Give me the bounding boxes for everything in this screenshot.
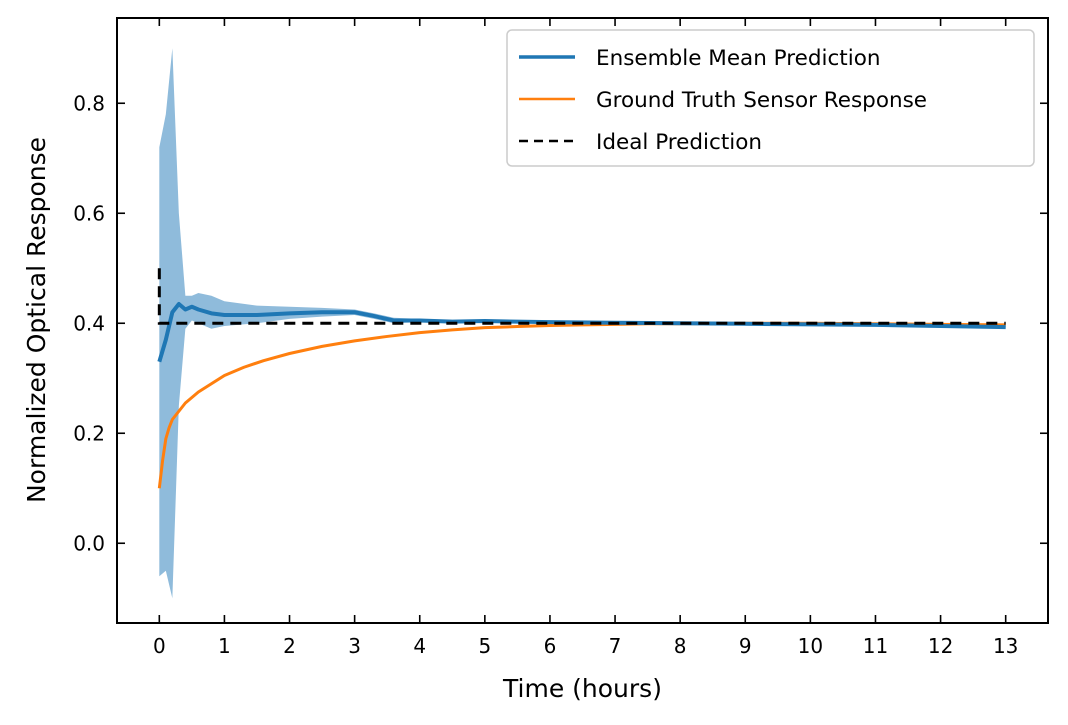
x-tick-label: 0 [153,634,166,658]
x-tick-label: 8 [674,634,687,658]
y-axis-label: Normalized Optical Response [22,137,51,503]
ideal-prediction-line [157,268,1006,325]
x-tick-label: 6 [544,634,557,658]
legend-label-ideal: Ideal Prediction [596,130,762,155]
plot-frame [116,17,1049,624]
x-tick-label: 9 [739,634,752,658]
x-tick-label: 13 [993,634,1018,658]
x-axis-ticks: 0 1 2 3 4 5 6 7 8 9 10 11 12 13 [153,18,1018,658]
x-tick-label: 5 [478,634,491,658]
x-tick-label: 2 [283,634,296,658]
legend-box [506,29,1035,167]
x-tick-label: 1 [218,634,231,658]
x-tick-label: 10 [798,634,823,658]
legend-label-ground-truth: Ground Truth Sensor Response [596,88,927,113]
x-axis-label: Time (hours) [502,674,662,703]
y-axis-ticks: 0.0 0.2 0.4 0.6 0.8 [73,91,1048,555]
x-tick-label: 12 [928,634,953,658]
x-tick-label: 7 [609,634,622,658]
legend-label-ensemble: Ensemble Mean Prediction [596,46,881,71]
y-tick-label: 0.8 [73,91,105,115]
x-tick-label: 3 [348,634,361,658]
legend: Ensemble Mean Prediction Ground Truth Se… [506,29,1035,167]
y-tick-label: 0.2 [73,421,105,445]
y-tick-label: 0.0 [73,531,105,555]
x-tick-label: 11 [863,634,888,658]
plot-area [157,48,1006,599]
x-tick-label: 4 [413,634,426,658]
y-tick-label: 0.6 [73,201,105,225]
y-tick-label: 0.4 [73,311,105,335]
